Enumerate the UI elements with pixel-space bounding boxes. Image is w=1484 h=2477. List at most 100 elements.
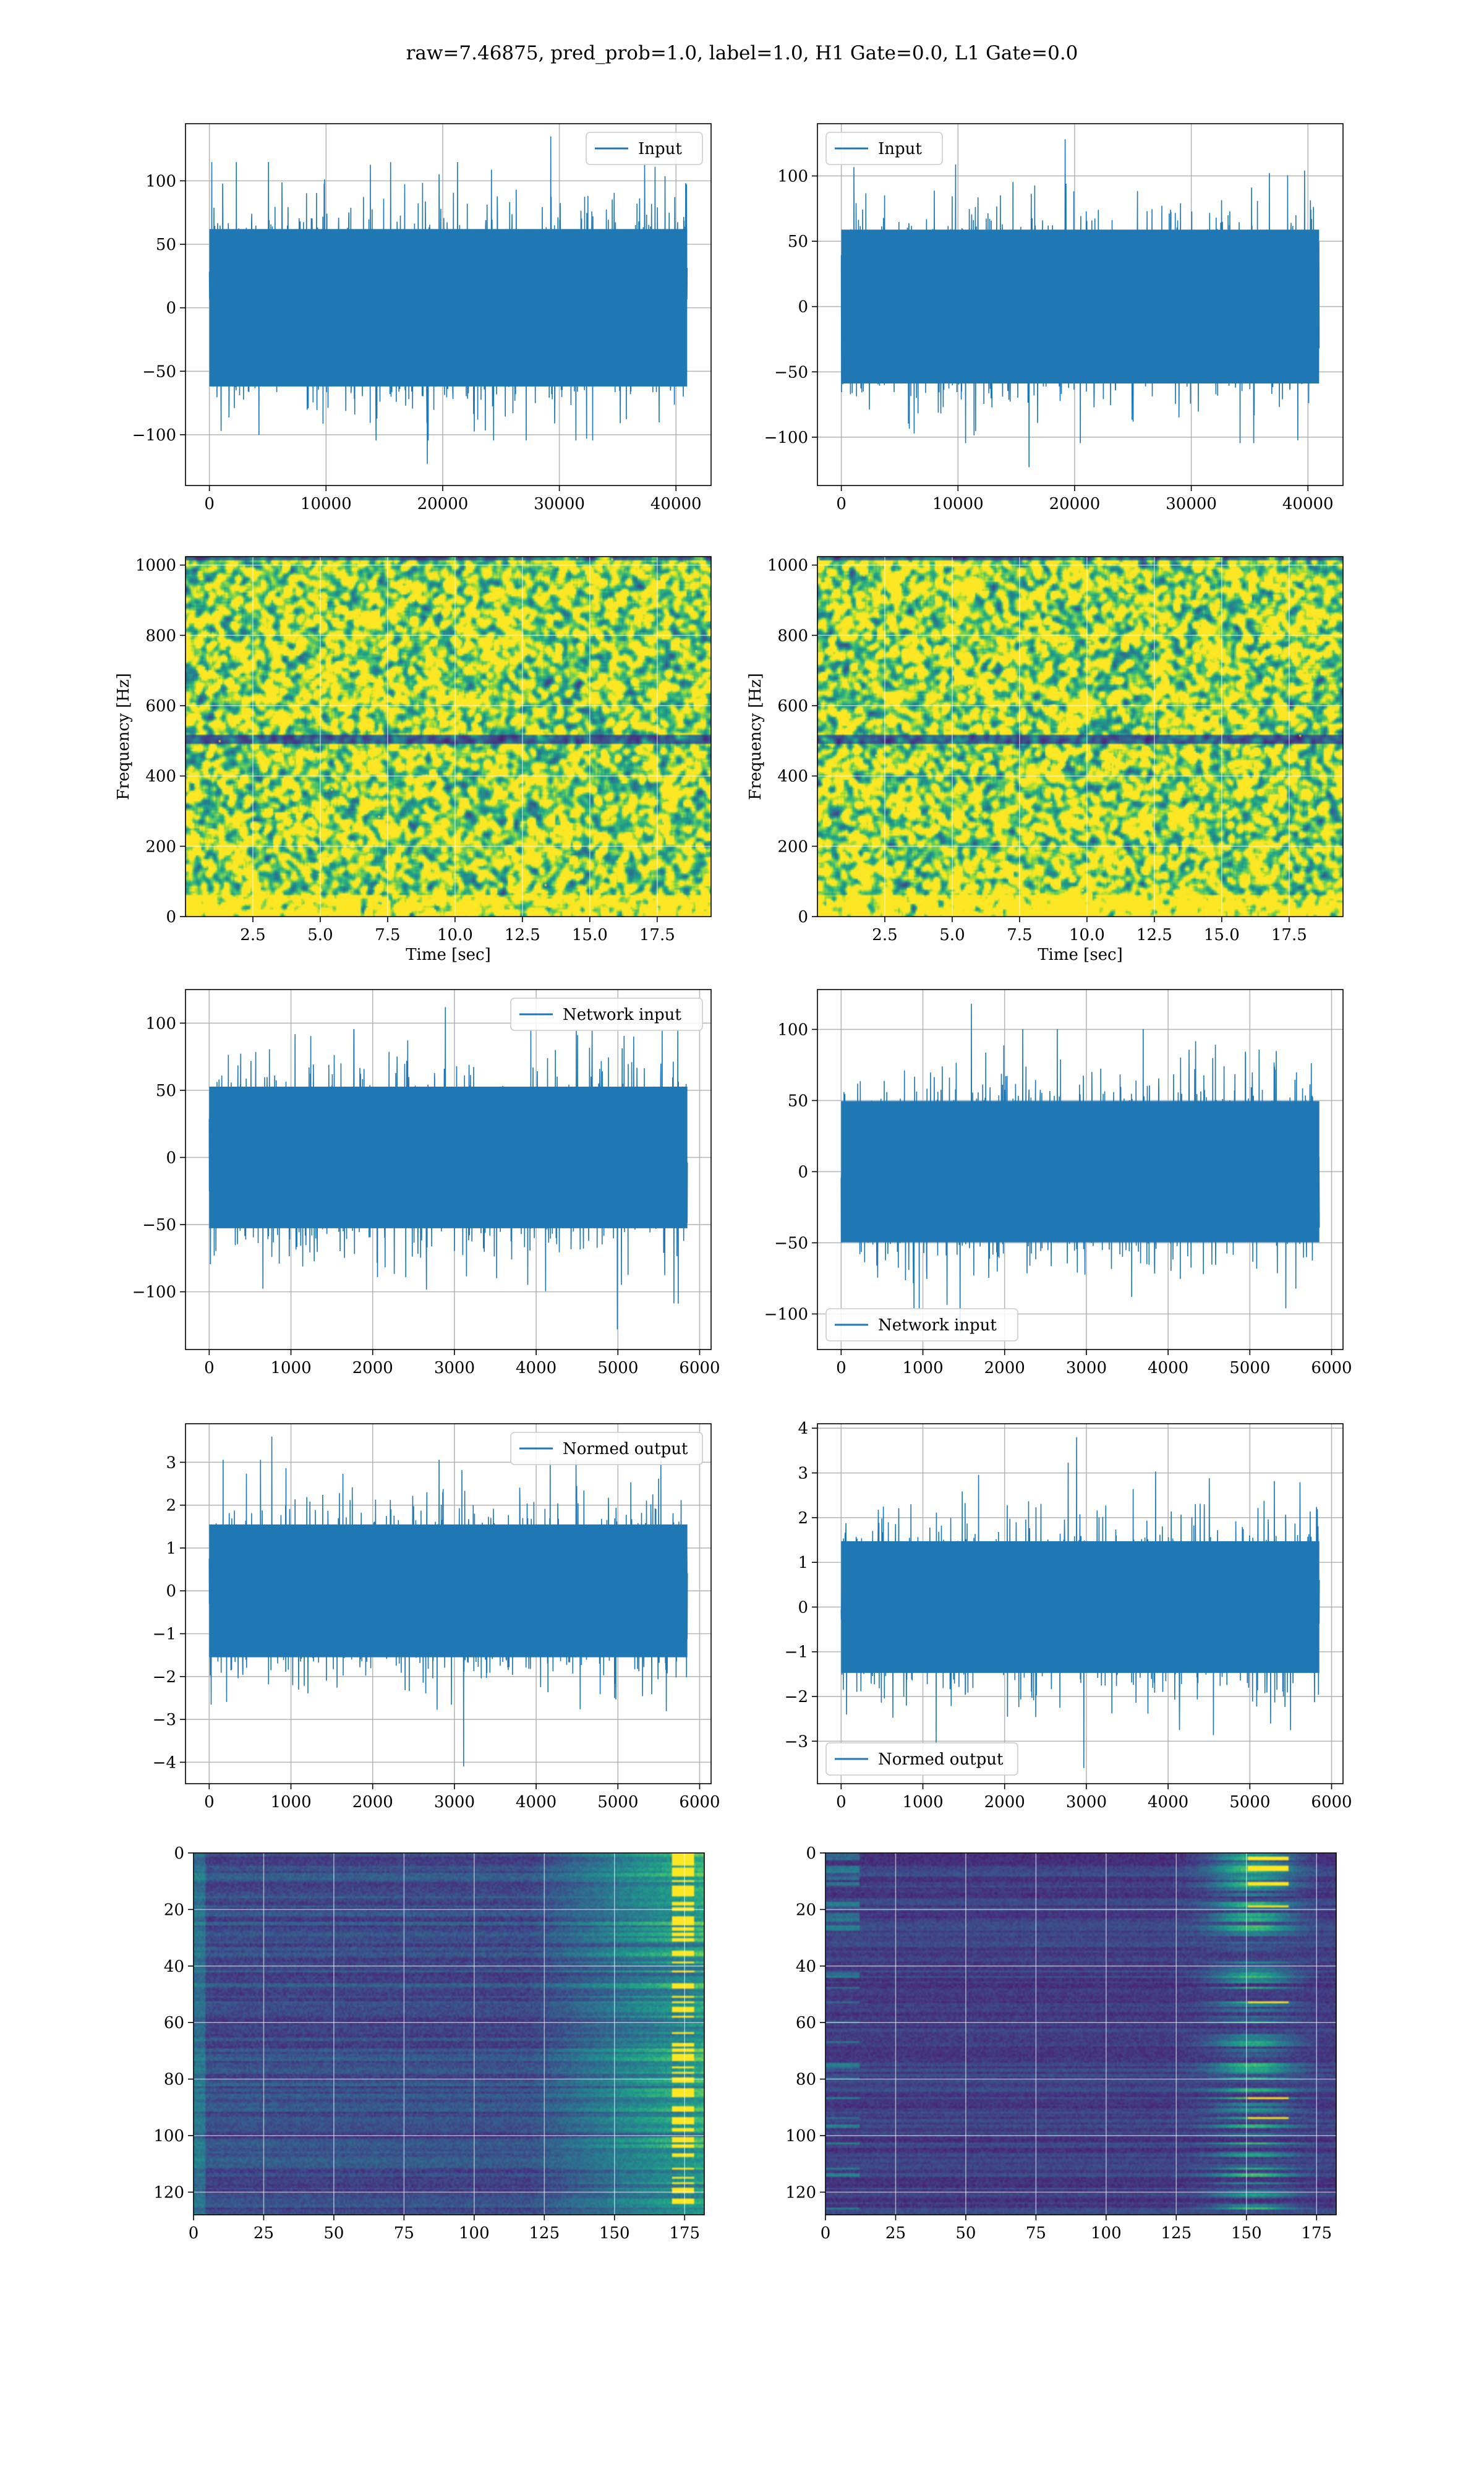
x-tick-label: 1000 (270, 1793, 311, 1812)
y-tick-label: 0 (798, 1598, 808, 1617)
x-tick-label: 50 (955, 2224, 976, 2243)
y-tick-label: 4 (798, 1419, 808, 1438)
axes-frame (817, 556, 1344, 917)
plot-area (817, 1424, 1343, 1784)
x-tick-label: 0 (204, 1359, 215, 1377)
panel-l1-network-input: 0 1000 2000 3000 4000 5000 6000 −100 −50 0 50 100 Ne… (764, 989, 1352, 1377)
y-tick-label: 50 (156, 1082, 176, 1100)
axes-frame (185, 1423, 712, 1784)
x-tick-label: 1000 (270, 1359, 311, 1377)
heatmap-image (825, 1853, 1336, 2215)
x-tick-label: 150 (599, 2224, 630, 2243)
x-tick-label: 6000 (679, 1793, 720, 1812)
x-tick-label: 25 (254, 2224, 274, 2243)
y-tick-label: 0 (166, 299, 176, 318)
plot-area (186, 124, 711, 486)
y-tick-label: −1 (153, 1625, 176, 1644)
panel-h1-feature-map: 0 25 50 75 100 125 150 175 0 20 40 60 80 100 120 (153, 1844, 705, 2243)
y-tick-label: 20 (796, 1901, 816, 1919)
panel-l1-input: 0 10000 20000 30000 40000 −100 −50 0 50 100 Input (764, 123, 1344, 513)
y-tick-label: 600 (145, 697, 176, 716)
y-tick-label: 50 (788, 233, 808, 251)
y-tick-label: −50 (142, 1216, 176, 1234)
y-tick-label: 50 (156, 236, 176, 254)
y-tick-label: −2 (153, 1668, 176, 1687)
x-tick-label: 75 (1026, 2224, 1046, 2243)
y-tick-label: 3 (798, 1465, 808, 1483)
x-tick-label: 4000 (1148, 1359, 1188, 1377)
y-tick-label: 600 (777, 697, 808, 716)
legend-box (586, 132, 703, 165)
x-tick-label: 0 (204, 495, 215, 513)
x-tick-label: 40000 (1282, 495, 1334, 513)
x-tick-label: 20000 (1049, 495, 1101, 513)
legend: Input (586, 132, 703, 165)
plot-area (817, 557, 1343, 917)
y-tick-label: −100 (764, 1305, 808, 1324)
x-tick-label: 175 (669, 2224, 700, 2243)
y-tick-label: 100 (777, 167, 808, 186)
series-band (209, 229, 688, 387)
legend-box (510, 998, 703, 1031)
y-tick-label: −3 (153, 1711, 176, 1729)
legend-label: Normed output (563, 1440, 688, 1458)
y-tick-label: −100 (132, 426, 176, 445)
heatmap-image (817, 557, 1343, 917)
x-axis-label: Time [sec] (1038, 946, 1123, 964)
y-tick-label: 0 (174, 1844, 184, 1863)
panel-l1-spectrogram: 2.5 5.0 7.5 10.0 12.5 15.0 17.5 0 200 400 600 800 10… (746, 556, 1344, 964)
x-tick-label: 12.5 (505, 926, 540, 944)
plot-area (194, 1853, 704, 2215)
y-axis-label: Frequency [Hz] (746, 673, 765, 800)
x-tick-label: 15.0 (572, 926, 608, 944)
x-tick-label: 10000 (932, 495, 984, 513)
y-tick-label: 0 (166, 1149, 176, 1167)
plot-area (825, 1853, 1336, 2215)
x-tick-label: 50 (323, 2224, 344, 2243)
y-tick-label: −1 (785, 1643, 808, 1662)
x-tick-label: 125 (1161, 2224, 1192, 2243)
x-tick-label: 150 (1231, 2224, 1262, 2243)
x-tick-label: 2000 (352, 1359, 393, 1377)
y-tick-label: 1000 (767, 557, 808, 575)
y-tick-label: 100 (145, 172, 176, 190)
legend-label: Network input (878, 1316, 997, 1335)
y-tick-label: 0 (166, 908, 176, 926)
plot-area (186, 1424, 711, 1784)
y-tick-label: 50 (788, 1092, 808, 1110)
heatmap-image (194, 1853, 704, 2215)
x-tick-label: 12.5 (1136, 926, 1172, 944)
figure-title: raw=7.46875, pred_prob=1.0, label=1.0, H… (406, 42, 1078, 64)
x-tick-label: 1000 (902, 1359, 943, 1377)
x-tick-label: 5.0 (307, 926, 333, 944)
legend: Network input (510, 998, 703, 1031)
y-tick-label: −50 (142, 362, 176, 381)
x-tick-label: 7.5 (375, 926, 400, 944)
legend-box (510, 1432, 703, 1465)
y-tick-label: −3 (785, 1732, 808, 1751)
y-tick-label: 1 (798, 1554, 808, 1572)
x-axis-label: Time [sec] (406, 946, 491, 964)
y-tick-label: 20 (164, 1901, 184, 1919)
panel-h1-input: 0 10000 20000 30000 40000 −100 −50 0 50 100 Input (132, 123, 712, 513)
y-tick-label: 1000 (135, 557, 176, 575)
y-tick-label: 120 (153, 2183, 184, 2202)
x-tick-label: 6000 (1311, 1359, 1352, 1377)
axes-frame (817, 123, 1344, 486)
y-tick-label: 120 (785, 2183, 816, 2202)
legend-label: Network input (563, 1006, 681, 1024)
plot-area (186, 557, 711, 917)
x-tick-label: 15.0 (1204, 926, 1240, 944)
y-tick-label: 800 (145, 627, 176, 645)
x-tick-label: 2000 (984, 1359, 1025, 1377)
x-tick-label: 17.5 (639, 926, 675, 944)
y-tick-label: 1 (166, 1539, 176, 1558)
x-tick-label: 0 (204, 1793, 215, 1812)
series-band (841, 229, 1320, 384)
axes-frame (185, 556, 712, 917)
x-tick-label: 5.0 (939, 926, 965, 944)
x-tick-label: 5000 (597, 1359, 638, 1377)
y-tick-label: 400 (777, 768, 808, 786)
x-tick-label: 2.5 (240, 926, 265, 944)
